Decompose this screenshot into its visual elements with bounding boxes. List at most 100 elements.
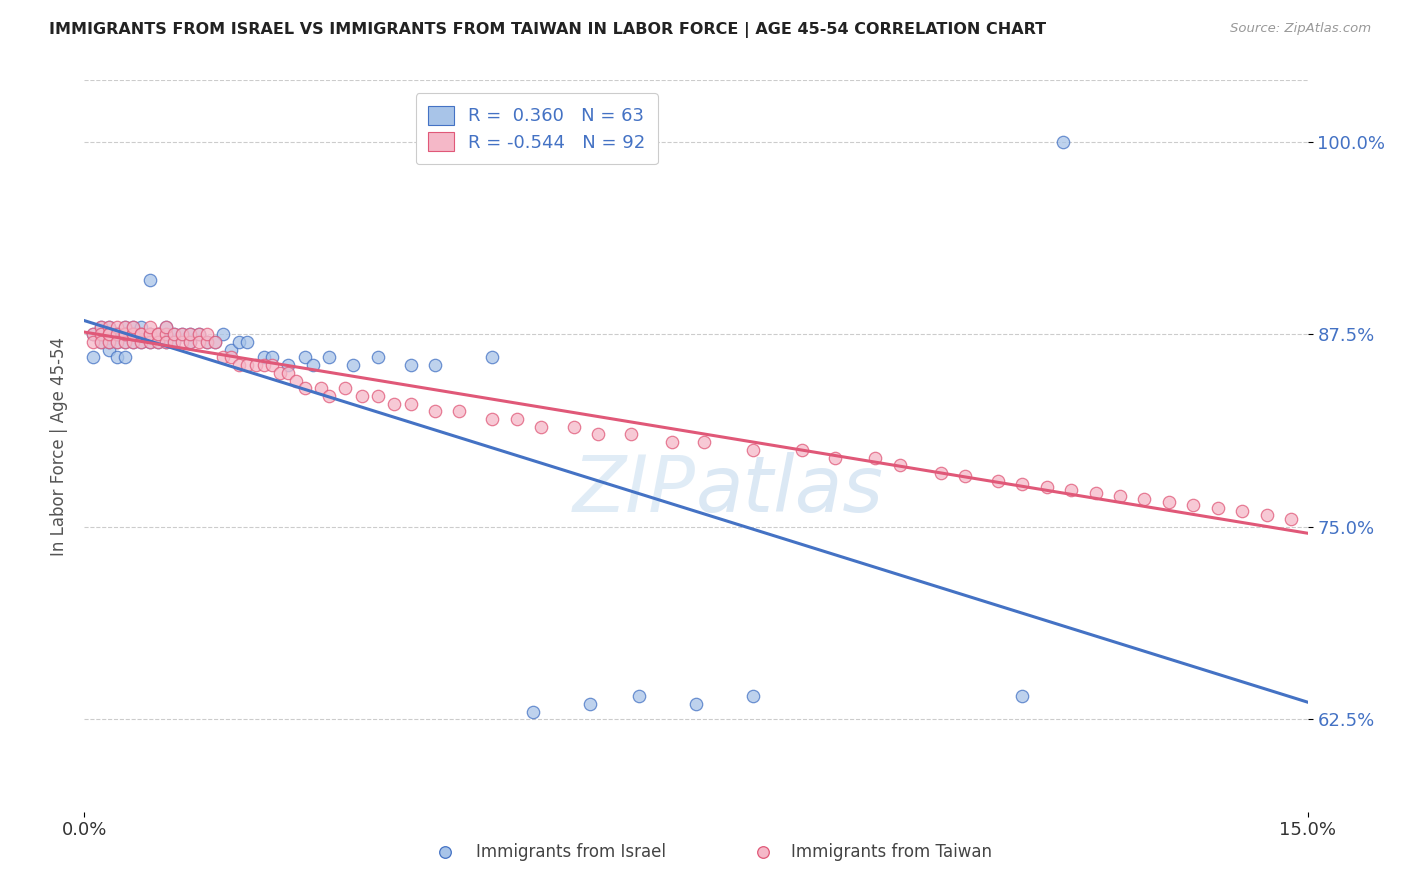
Point xyxy=(114,334,136,349)
Point xyxy=(131,327,153,342)
Point xyxy=(530,419,553,434)
Point xyxy=(661,435,683,450)
Point xyxy=(114,334,136,349)
Point xyxy=(277,358,299,372)
Point xyxy=(138,334,160,349)
Point xyxy=(122,319,145,334)
Point xyxy=(97,334,120,349)
Point xyxy=(1035,480,1057,494)
Point xyxy=(269,366,291,380)
Point xyxy=(122,334,145,349)
Point xyxy=(367,351,389,365)
Point xyxy=(122,327,145,342)
Point xyxy=(179,334,201,349)
Point xyxy=(179,334,201,349)
Point xyxy=(105,351,128,365)
Point xyxy=(155,327,177,342)
Point xyxy=(620,427,643,442)
Point xyxy=(131,327,153,342)
Point xyxy=(929,466,952,480)
Point xyxy=(122,327,145,342)
Point xyxy=(82,327,104,342)
Point xyxy=(131,334,153,349)
Y-axis label: In Labor Force | Age 45-54: In Labor Force | Age 45-54 xyxy=(49,336,67,556)
Legend: R =  0.360   N = 63, R = -0.544   N = 92: R = 0.360 N = 63, R = -0.544 N = 92 xyxy=(416,93,658,164)
Point xyxy=(82,334,104,349)
Point xyxy=(138,273,160,287)
Point xyxy=(155,319,177,334)
Point xyxy=(163,327,186,342)
Point xyxy=(195,327,218,342)
Point xyxy=(987,474,1010,488)
Point xyxy=(97,327,120,342)
Point xyxy=(90,319,112,334)
Point xyxy=(277,366,299,380)
Point xyxy=(245,358,267,372)
Point xyxy=(285,374,308,388)
Point xyxy=(105,334,128,349)
Text: ZIP: ZIP xyxy=(574,452,696,528)
Point xyxy=(163,327,186,342)
Text: Immigrants from Israel: Immigrants from Israel xyxy=(475,843,666,861)
Point xyxy=(367,389,389,403)
Point xyxy=(579,697,602,711)
Point xyxy=(90,327,112,342)
Point xyxy=(179,327,201,342)
Point xyxy=(228,334,250,349)
Point xyxy=(138,334,160,349)
Point xyxy=(146,327,169,342)
Point xyxy=(1232,504,1254,518)
Point xyxy=(155,334,177,349)
Point xyxy=(318,389,340,403)
Text: Source: ZipAtlas.com: Source: ZipAtlas.com xyxy=(1230,22,1371,36)
Point xyxy=(131,319,153,334)
Point xyxy=(155,327,177,342)
Point xyxy=(122,327,145,342)
Point xyxy=(114,351,136,365)
Point xyxy=(1109,489,1132,503)
Point xyxy=(97,327,120,342)
Point xyxy=(138,327,160,342)
Text: IMMIGRANTS FROM ISRAEL VS IMMIGRANTS FROM TAIWAN IN LABOR FORCE | AGE 45-54 CORR: IMMIGRANTS FROM ISRAEL VS IMMIGRANTS FRO… xyxy=(49,22,1046,38)
Point xyxy=(163,334,186,349)
Point xyxy=(1206,501,1229,516)
Point xyxy=(1084,486,1107,500)
Point xyxy=(219,351,242,365)
Point xyxy=(1060,483,1083,497)
Point xyxy=(97,334,120,349)
Point xyxy=(179,327,201,342)
Point xyxy=(138,327,160,342)
Point xyxy=(90,327,112,342)
Point xyxy=(742,442,765,457)
Point xyxy=(146,327,169,342)
Point xyxy=(1052,135,1074,149)
Point xyxy=(1256,508,1278,522)
Point xyxy=(172,327,194,342)
Point xyxy=(742,690,765,704)
Point xyxy=(449,404,471,418)
Point xyxy=(90,319,112,334)
Point xyxy=(522,705,544,719)
Point xyxy=(105,327,128,342)
Point xyxy=(114,319,136,334)
Point xyxy=(187,327,209,342)
Point xyxy=(138,327,160,342)
Point xyxy=(294,381,316,395)
Point xyxy=(105,319,128,334)
Point xyxy=(114,319,136,334)
Point xyxy=(236,334,259,349)
Point xyxy=(105,334,128,349)
Point xyxy=(350,389,373,403)
Point xyxy=(309,381,332,395)
Point xyxy=(131,327,153,342)
Point xyxy=(865,450,887,465)
Point xyxy=(122,319,145,334)
Point xyxy=(90,334,112,349)
Point xyxy=(138,319,160,334)
Point xyxy=(131,334,153,349)
Point xyxy=(204,334,226,349)
Point xyxy=(399,397,422,411)
Point xyxy=(260,358,283,372)
Point xyxy=(260,351,283,365)
Point xyxy=(97,319,120,334)
